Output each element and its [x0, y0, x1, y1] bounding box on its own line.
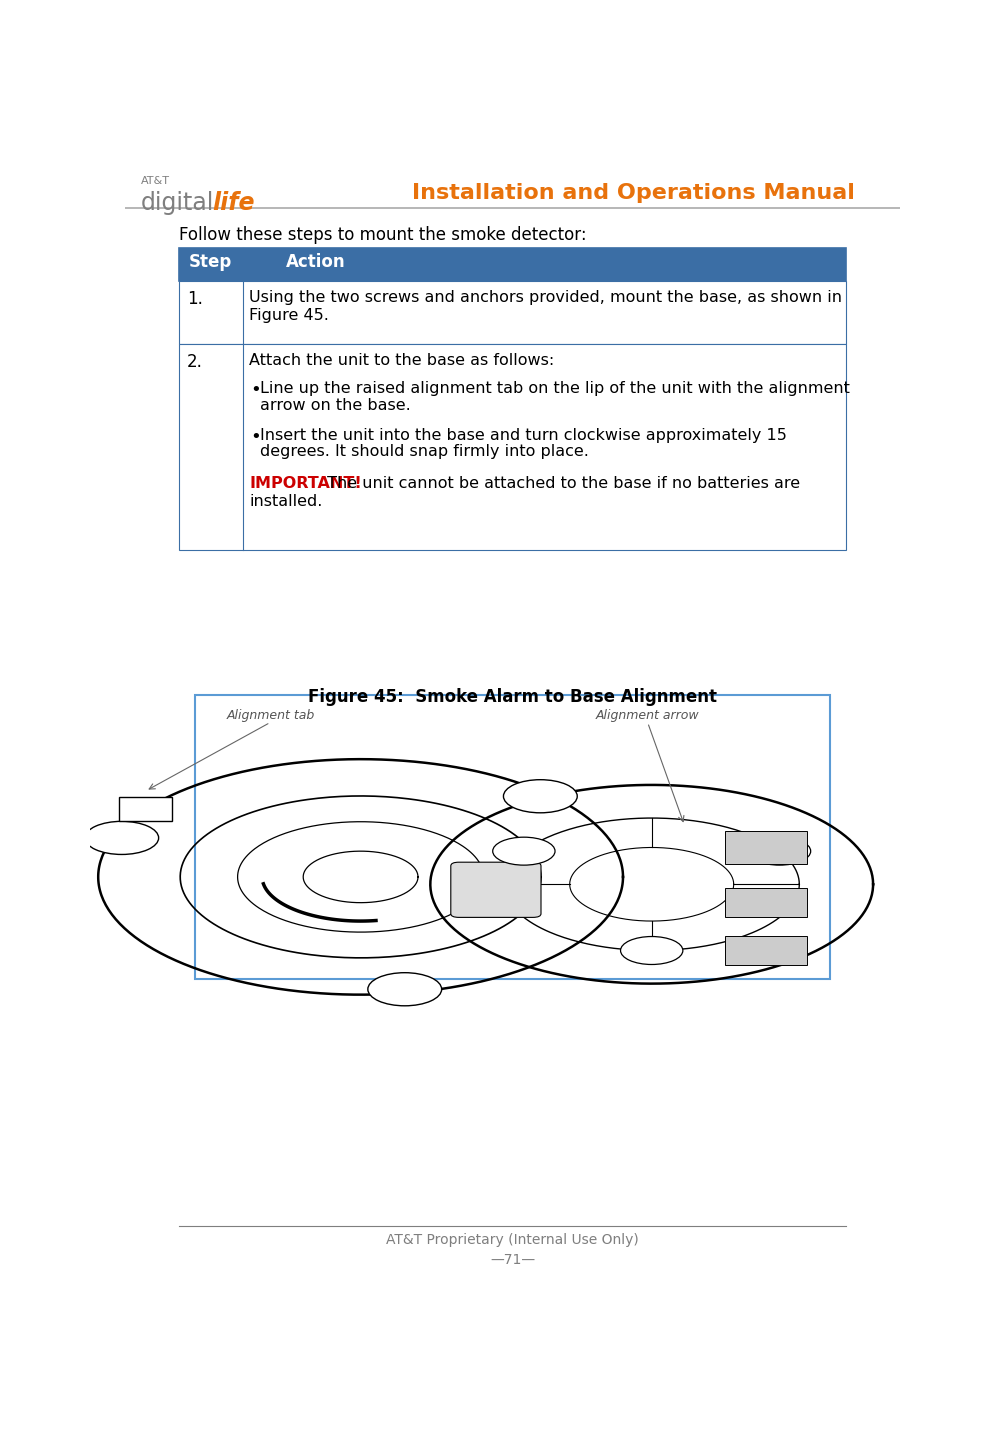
- Text: Insert the unit into the base and turn clockwise approximately 15: Insert the unit into the base and turn c…: [260, 427, 787, 443]
- FancyBboxPatch shape: [451, 861, 541, 918]
- Text: Follow these steps to mount the smoke detector:: Follow these steps to mount the smoke de…: [179, 227, 587, 244]
- FancyBboxPatch shape: [179, 345, 846, 550]
- Circle shape: [493, 837, 555, 866]
- Circle shape: [85, 821, 159, 854]
- Text: Line up the raised alignment tab on the lip of the unit with the alignment: Line up the raised alignment tab on the …: [260, 381, 850, 395]
- Text: AT&T: AT&T: [140, 176, 170, 186]
- FancyBboxPatch shape: [179, 281, 846, 345]
- FancyBboxPatch shape: [119, 798, 172, 821]
- FancyBboxPatch shape: [725, 887, 807, 918]
- Text: arrow on the base.: arrow on the base.: [260, 398, 411, 413]
- Text: •: •: [250, 381, 261, 398]
- Text: Figure 45.: Figure 45.: [249, 307, 329, 323]
- Text: degrees. It should snap firmly into place.: degrees. It should snap firmly into plac…: [260, 444, 589, 459]
- Text: 2.: 2.: [187, 354, 203, 371]
- Text: •: •: [250, 427, 261, 446]
- Text: Alignment arrow: Alignment arrow: [596, 710, 699, 723]
- FancyBboxPatch shape: [195, 696, 830, 978]
- FancyBboxPatch shape: [725, 831, 807, 864]
- Circle shape: [748, 837, 811, 866]
- Circle shape: [503, 779, 577, 812]
- Text: life: life: [212, 190, 254, 215]
- Text: Step: Step: [189, 253, 232, 271]
- FancyBboxPatch shape: [725, 935, 807, 965]
- Text: 1.: 1.: [187, 290, 203, 307]
- Text: Installation and Operations Manual: Installation and Operations Manual: [412, 183, 855, 203]
- Text: The unit cannot be attached to the base if no batteries are: The unit cannot be attached to the base …: [322, 476, 800, 492]
- Text: Using the two screws and anchors provided, mount the base, as shown in: Using the two screws and anchors provide…: [249, 290, 842, 304]
- Text: IMPORTANT!: IMPORTANT!: [249, 476, 362, 492]
- Circle shape: [621, 937, 683, 964]
- Text: Alignment tab: Alignment tab: [226, 710, 315, 723]
- FancyBboxPatch shape: [179, 248, 846, 281]
- Text: Attach the unit to the base as follows:: Attach the unit to the base as follows:: [249, 354, 554, 368]
- Text: installed.: installed.: [249, 495, 322, 509]
- Text: Figure 45:  Smoke Alarm to Base Alignment: Figure 45: Smoke Alarm to Base Alignment: [308, 688, 717, 706]
- Circle shape: [368, 973, 442, 1006]
- Text: Action: Action: [285, 253, 345, 271]
- Text: AT&T Proprietary (Internal Use Only): AT&T Proprietary (Internal Use Only): [386, 1234, 639, 1247]
- Text: digital: digital: [140, 190, 214, 215]
- Text: —71—: —71—: [490, 1253, 535, 1267]
